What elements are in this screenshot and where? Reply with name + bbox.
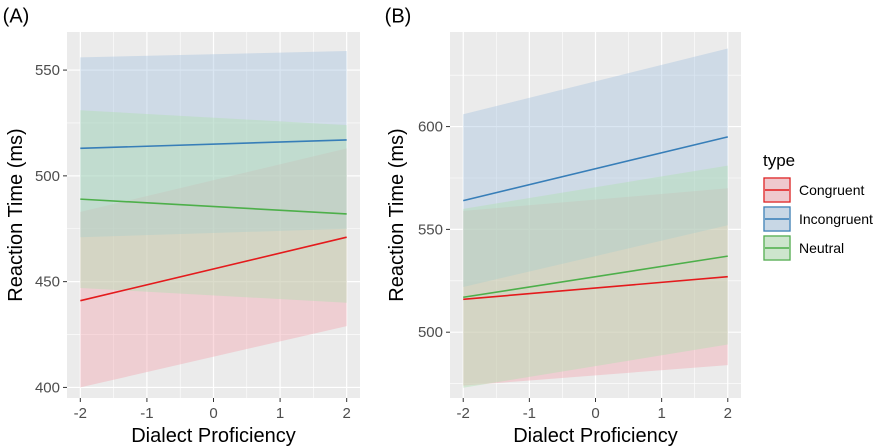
x-tick-label: 1	[657, 405, 665, 422]
x-tick-label: -2	[74, 405, 87, 422]
line-congruent	[80, 236, 347, 302]
x-axis-title: Dialect Proficiency	[131, 425, 296, 447]
y-axis-title: Reaction Time (ms)	[5, 128, 27, 301]
x-tick-label: -2	[457, 405, 470, 422]
panel-label: (B)	[385, 5, 412, 27]
ribbon-incongruent	[463, 48, 728, 287]
y-axis-title: Reaction Time (ms)	[386, 128, 408, 301]
legend-label: Incongruent	[799, 211, 873, 227]
y-tick-label: 500	[418, 324, 443, 341]
line-incongruent	[463, 136, 728, 202]
x-axis-title: Dialect Proficiency	[513, 425, 678, 447]
panel-label: (A)	[3, 5, 30, 27]
legend-key-congruent: Congruent	[763, 177, 864, 203]
y-tick-label: 500	[35, 168, 60, 185]
ribbon-congruent	[463, 188, 728, 386]
panel-a: -2 -1 0 1 2 400 450 500 550 Dialect Proficiency Re…	[3, 5, 360, 447]
x-tick-label: -1	[523, 405, 536, 422]
legend-label: Congruent	[799, 182, 864, 198]
x-tick-label: 0	[591, 405, 599, 422]
legend-key-neutral: Neutral	[763, 235, 844, 261]
line-congruent	[463, 275, 728, 301]
y-tick-label: 600	[418, 119, 443, 136]
line-neutral	[463, 255, 728, 299]
legend: type Congruent Incongruent Neutral	[763, 151, 873, 261]
line-incongruent	[80, 139, 347, 150]
x-tick-label: 2	[343, 405, 351, 422]
legend-title: type	[763, 151, 795, 170]
y-tick-label: 450	[35, 274, 60, 291]
y-tick-label: 550	[35, 62, 60, 79]
legend-label: Neutral	[799, 240, 844, 256]
y-tick-label: 550	[418, 221, 443, 238]
ribbon-congruent	[80, 148, 347, 388]
panel-b: -2 -1 0 1 2 500 550 600 Dialect Proficiency React…	[385, 5, 741, 447]
line-neutral	[80, 198, 347, 215]
x-tick-label: -1	[140, 405, 153, 422]
x-tick-label: 2	[724, 405, 732, 422]
x-tick-label: 1	[276, 405, 284, 422]
x-tick-label: 0	[209, 405, 217, 422]
legend-key-incongruent: Incongruent	[763, 206, 873, 232]
y-tick-label: 400	[35, 379, 60, 396]
